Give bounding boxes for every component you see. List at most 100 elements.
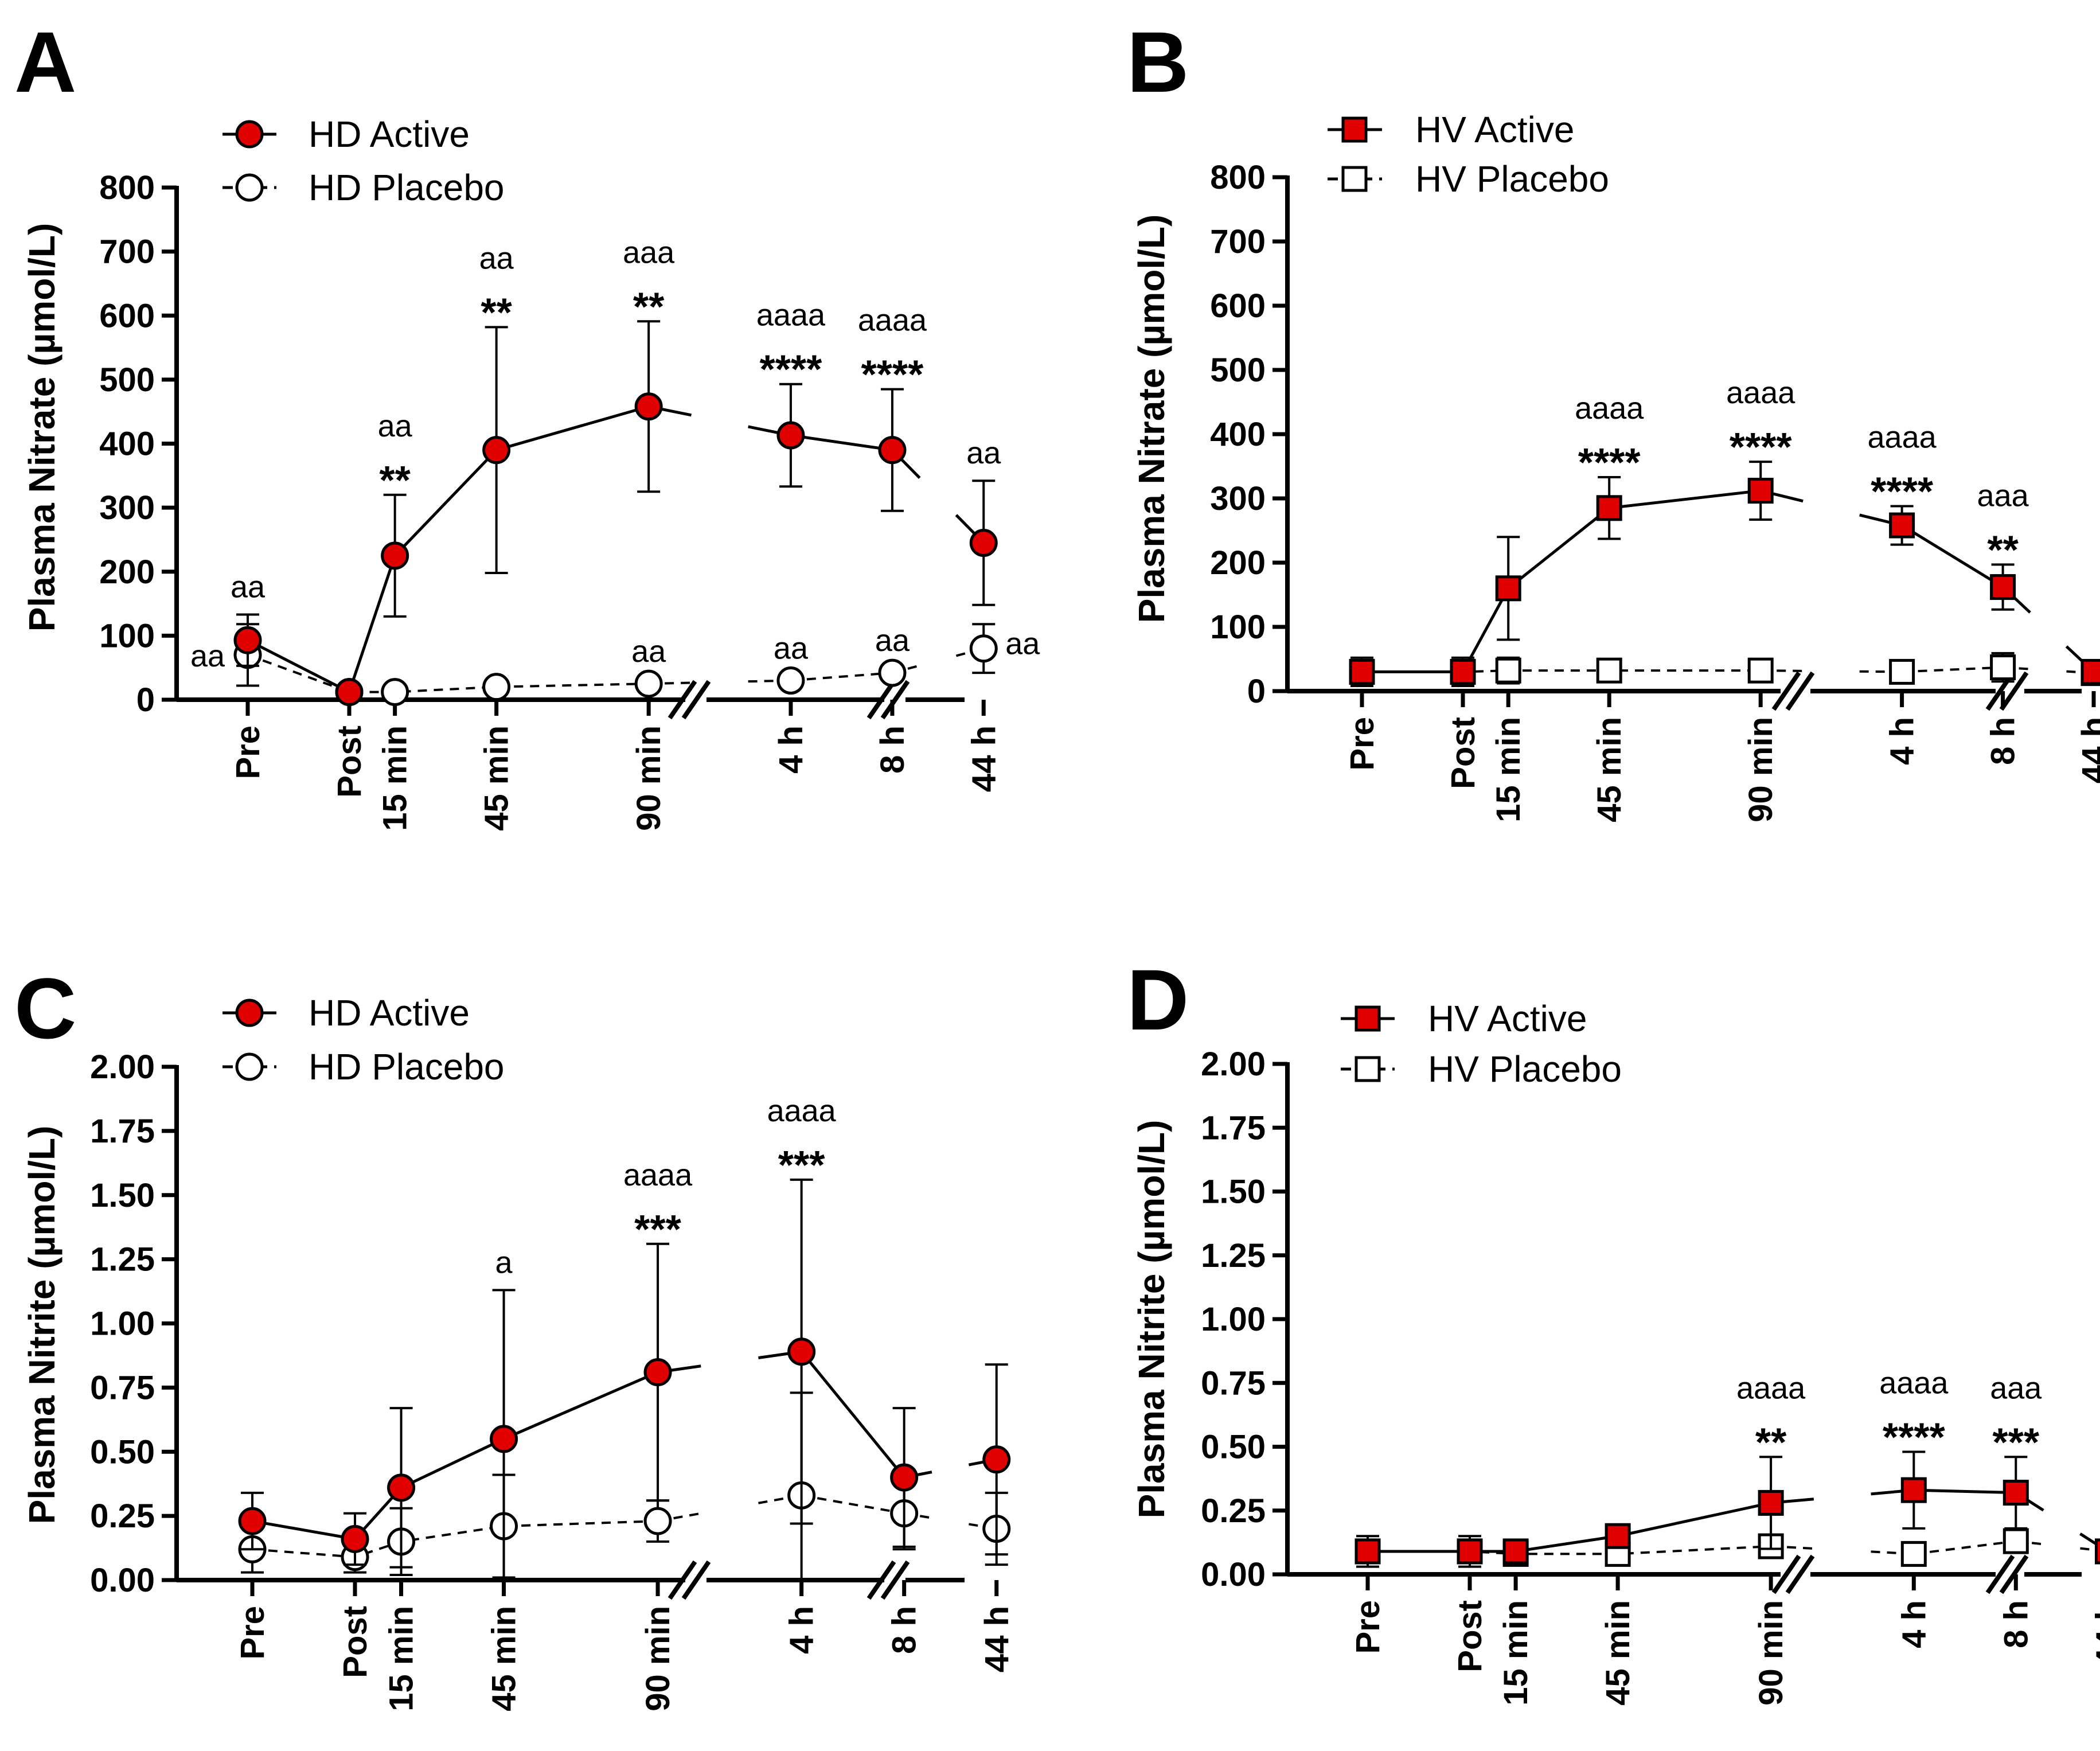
y-tick-label: 300 [99,489,155,527]
panel-label: A [14,14,76,110]
y-tick-label: 300 [1210,480,1266,517]
data-point [1596,657,1622,684]
significance-stars: **** [1871,469,1934,513]
y-tick-label: 0.00 [1201,1556,1266,1593]
series-line [790,672,893,682]
x-tick-label: 8 h [1997,1600,2035,1648]
data-point [482,436,511,465]
data-point [634,669,663,698]
series-line [1901,524,2004,588]
data-point [482,673,511,701]
y-tick-label: 0.75 [1201,1364,1266,1402]
data-point [2003,1528,2029,1554]
x-tick-label: 15 min [383,1606,420,1711]
axis-break-mark [1785,671,1815,711]
significance-letters-placebo: aa [774,631,809,666]
axis-break-mark [866,680,896,720]
series-line [1902,666,2003,673]
data-point [1747,478,1774,504]
panel-label: C [14,960,76,1056]
series-connector [2080,1547,2100,1552]
axis-break-mark [681,680,711,720]
significance-letters: aa [479,241,514,275]
data-point [1605,1523,1631,1549]
y-tick-label: 0.75 [90,1369,155,1406]
data-point [1349,658,1375,685]
axis-break-mark [668,680,697,720]
panel-label: D [1127,951,1189,1048]
series-line [1914,1488,2016,1495]
y-tick-label: 1.50 [1201,1173,1266,1211]
x-tick-label: Post [331,726,368,798]
data-point [776,421,805,450]
significance-letters: aaaa [1736,1371,1806,1405]
significance-stars: ** [379,458,411,502]
x-tick-label: 4 h [1884,717,1921,765]
data-point [1900,1541,1927,1567]
data-point [878,436,907,465]
y-tick-label: 400 [99,426,155,463]
significance-letters: aaaa [767,1094,837,1128]
legend-label-active: HV Active [1428,998,1587,1039]
panel-b: B Plasma Nitrate (µmol/L) HV Active HV P… [1127,14,2100,822]
legend: HD Active HD Placebo [223,114,505,208]
significance-letters: aaa [1990,1371,2042,1405]
data-point [1355,1538,1381,1565]
legend-marker-placebo [235,173,264,202]
legend-marker-active [1341,116,1368,143]
legend-marker-active [1355,1005,1381,1032]
data-point [969,529,998,557]
significance-letters: aaaa [1879,1366,1949,1400]
legend-marker-placebo [1355,1056,1381,1082]
legend-label-active: HD Active [309,992,470,1034]
data-point [1758,1489,1784,1516]
x-tick-label: 44 h [2075,717,2100,783]
y-tick-label: 700 [1210,223,1266,260]
y-axis-title: Plasma Nitrate (µmol/L) [1131,215,1172,623]
y-tick-label: 2.00 [1201,1046,1266,1083]
x-tick-label: 45 min [1599,1600,1637,1706]
legend: HV Active HV Placebo [1341,998,1622,1090]
x-tick-label: 4 h [1895,1600,1933,1648]
data-point [1900,1477,1927,1503]
data-point [233,626,262,654]
significance-letters: aa [966,436,1001,470]
y-tick-label: 1.00 [1201,1301,1266,1338]
data-point [1495,657,1521,684]
legend-label-active: HD Active [309,114,470,155]
x-tick-label: Post [1451,1600,1489,1672]
x-tick-label: 44 h [2090,1600,2100,1667]
data-point [381,541,409,570]
legend-label-active: HV Active [1415,109,1574,150]
legend: HV Active HV Placebo [1328,109,1609,200]
data-point [1495,575,1521,602]
legend-marker-placebo [1341,166,1368,192]
y-tick-label: 400 [1210,416,1266,453]
data-point [381,678,409,707]
x-tick-label: Pre [1349,1600,1387,1654]
significance-letters: aaaa [1726,376,1795,410]
series-line [1914,1540,2016,1555]
legend-label-placebo: HD Placebo [309,1046,505,1087]
data-point [335,678,364,707]
significance-stars: ** [481,290,512,334]
data-point [2095,1538,2100,1565]
significance-stars: ** [1987,527,2019,572]
axis-break-mark [880,1560,910,1600]
x-tick-label: 4 h [772,726,810,774]
axis-break-mark [1771,671,1801,711]
legend-marker-active [235,120,264,149]
legend-label-placebo: HV Placebo [1415,158,1609,200]
panel-label: B [1127,14,1189,110]
data-point [634,392,663,421]
x-tick-label: 8 h [886,1606,923,1654]
axis-break-mark [1771,1554,1801,1594]
x-tick-label: 45 min [1591,717,1628,822]
y-tick-label: 0.25 [90,1497,155,1535]
x-tick-label: 15 min [1490,717,1527,822]
axis-break-mark [1999,671,2029,711]
y-tick-label: 600 [99,297,155,334]
y-tick-label: 200 [1210,544,1266,582]
y-tick-label: 500 [99,361,155,399]
x-tick-label: 90 min [639,1606,677,1711]
